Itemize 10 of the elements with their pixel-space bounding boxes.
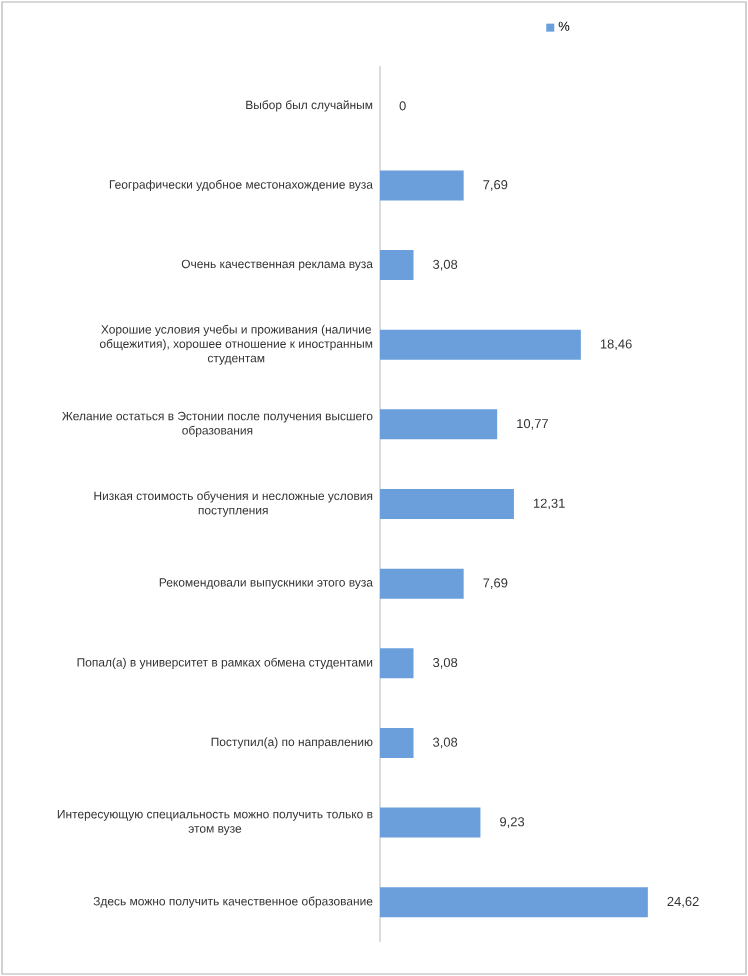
bar xyxy=(380,648,414,679)
bar xyxy=(380,807,481,838)
bar xyxy=(380,887,648,918)
bar xyxy=(380,250,414,281)
bar xyxy=(380,409,498,440)
bar xyxy=(380,329,581,360)
bar xyxy=(380,170,464,201)
bar xyxy=(380,568,464,599)
bar xyxy=(380,727,414,758)
bar xyxy=(380,489,514,520)
